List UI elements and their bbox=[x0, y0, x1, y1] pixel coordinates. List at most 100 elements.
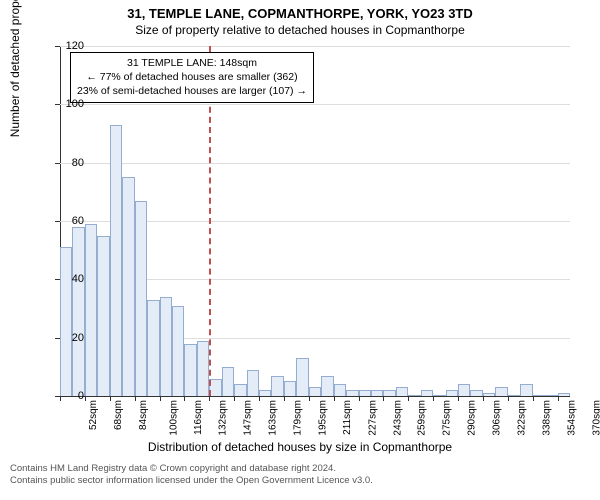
gridline bbox=[60, 396, 570, 397]
histogram-bar bbox=[72, 227, 84, 396]
chart-container: 31, TEMPLE LANE, COPMANTHORPE, YORK, YO2… bbox=[0, 0, 600, 500]
x-tick-mark bbox=[334, 396, 335, 401]
x-tick-label: 52sqm bbox=[88, 400, 99, 430]
y-tick-mark bbox=[55, 221, 60, 222]
histogram-bar bbox=[85, 224, 97, 396]
x-tick-mark bbox=[359, 396, 360, 401]
histogram-bar bbox=[334, 384, 346, 396]
histogram-bar bbox=[383, 390, 395, 396]
histogram-bar bbox=[433, 395, 445, 396]
x-tick-label: 116sqm bbox=[192, 400, 203, 435]
histogram-bar bbox=[408, 395, 420, 396]
histogram-bar bbox=[545, 395, 557, 396]
annotation-box: 31 TEMPLE LANE: 148sqm ← 77% of detached… bbox=[70, 52, 314, 103]
annotation-line2: ← 77% of detached houses are smaller (36… bbox=[77, 70, 307, 84]
x-tick-label: 275sqm bbox=[442, 400, 453, 436]
histogram-bar bbox=[296, 358, 308, 396]
x-tick-mark bbox=[558, 396, 559, 401]
x-tick-label: 354sqm bbox=[566, 400, 577, 436]
x-axis-label: Distribution of detached houses by size … bbox=[0, 440, 600, 454]
x-tick-mark bbox=[309, 396, 310, 401]
annotation-line1: 31 TEMPLE LANE: 148sqm bbox=[77, 56, 307, 70]
footer-line2: Contains public sector information licen… bbox=[10, 475, 373, 487]
x-tick-label: 306sqm bbox=[492, 400, 503, 436]
y-tick-mark bbox=[55, 104, 60, 105]
histogram-bar bbox=[97, 236, 109, 396]
histogram-bar bbox=[284, 381, 296, 396]
y-tick-mark bbox=[55, 279, 60, 280]
histogram-bar bbox=[359, 390, 371, 396]
x-tick-mark bbox=[184, 396, 185, 401]
x-tick-label: 322sqm bbox=[517, 400, 528, 436]
histogram-bar bbox=[184, 344, 196, 397]
x-tick-label: 132sqm bbox=[218, 400, 229, 436]
footer-line1: Contains HM Land Registry data © Crown c… bbox=[10, 463, 373, 475]
x-tick-label: 100sqm bbox=[168, 400, 179, 436]
x-tick-label: 163sqm bbox=[268, 400, 279, 436]
histogram-bar bbox=[346, 390, 358, 396]
x-tick-label: 211sqm bbox=[342, 400, 353, 435]
histogram-bar bbox=[197, 341, 209, 396]
histogram-bar bbox=[60, 247, 72, 396]
histogram-bar bbox=[458, 384, 470, 396]
histogram-bar bbox=[421, 390, 433, 396]
x-tick-mark bbox=[483, 396, 484, 401]
histogram-bar bbox=[160, 297, 172, 396]
x-tick-mark bbox=[110, 396, 111, 401]
x-tick-label: 243sqm bbox=[392, 400, 403, 436]
y-tick-mark bbox=[55, 163, 60, 164]
histogram-bar bbox=[470, 390, 482, 396]
histogram-bar bbox=[446, 390, 458, 396]
x-tick-label: 195sqm bbox=[317, 400, 328, 436]
x-tick-mark bbox=[234, 396, 235, 401]
plot-area: 31 TEMPLE LANE: 148sqm ← 77% of detached… bbox=[60, 46, 570, 396]
histogram-bar bbox=[520, 384, 532, 396]
x-tick-mark bbox=[433, 396, 434, 401]
histogram-bar bbox=[533, 395, 545, 396]
histogram-bar bbox=[495, 387, 507, 396]
chart-title: 31, TEMPLE LANE, COPMANTHORPE, YORK, YO2… bbox=[0, 0, 600, 21]
x-tick-label: 259sqm bbox=[417, 400, 428, 436]
histogram-bar bbox=[135, 201, 147, 396]
x-tick-label: 370sqm bbox=[591, 400, 600, 436]
histogram-bar bbox=[234, 384, 246, 396]
x-tick-mark bbox=[533, 396, 534, 401]
histogram-bar bbox=[508, 395, 520, 396]
histogram-bar bbox=[222, 367, 234, 396]
x-tick-mark bbox=[85, 396, 86, 401]
y-tick-mark bbox=[55, 338, 60, 339]
x-tick-mark bbox=[60, 396, 61, 401]
x-tick-mark bbox=[284, 396, 285, 401]
histogram-bar bbox=[309, 387, 321, 396]
histogram-bar bbox=[122, 177, 134, 396]
annotation-line3: 23% of semi-detached houses are larger (… bbox=[77, 84, 307, 98]
x-tick-mark bbox=[458, 396, 459, 401]
x-tick-mark bbox=[383, 396, 384, 401]
histogram-bar bbox=[271, 376, 283, 396]
histogram-bar bbox=[147, 300, 159, 396]
histogram-bar bbox=[321, 376, 333, 396]
histogram-bar bbox=[110, 125, 122, 396]
x-tick-mark bbox=[135, 396, 136, 401]
histogram-bar bbox=[247, 370, 259, 396]
x-tick-mark bbox=[508, 396, 509, 401]
x-tick-label: 147sqm bbox=[243, 400, 254, 436]
x-tick-label: 179sqm bbox=[293, 400, 304, 436]
histogram-bar bbox=[371, 390, 383, 396]
histogram-bar bbox=[396, 387, 408, 396]
histogram-bar bbox=[483, 393, 495, 396]
x-tick-mark bbox=[408, 396, 409, 401]
x-tick-mark bbox=[209, 396, 210, 401]
x-tick-mark bbox=[259, 396, 260, 401]
footer-attribution: Contains HM Land Registry data © Crown c… bbox=[10, 463, 373, 487]
histogram-bar bbox=[558, 393, 570, 396]
x-tick-label: 84sqm bbox=[138, 400, 149, 430]
y-tick-mark bbox=[55, 46, 60, 47]
x-tick-label: 68sqm bbox=[113, 400, 124, 430]
chart-subtitle: Size of property relative to detached ho… bbox=[0, 21, 600, 37]
x-tick-label: 338sqm bbox=[541, 400, 552, 436]
histogram-bar bbox=[259, 390, 271, 396]
x-tick-label: 290sqm bbox=[467, 400, 478, 436]
x-tick-mark bbox=[160, 396, 161, 401]
x-tick-label: 227sqm bbox=[367, 400, 378, 436]
